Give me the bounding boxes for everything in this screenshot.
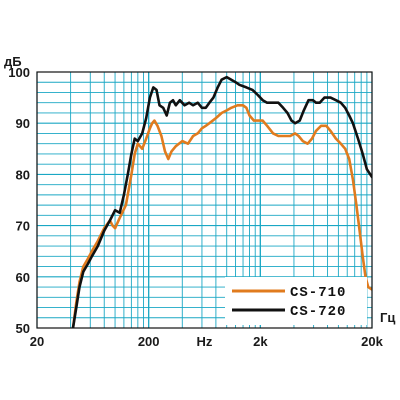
series-layer bbox=[71, 75, 372, 328]
y-tick-label: 80 bbox=[16, 167, 30, 182]
series-line-cs-720 bbox=[71, 75, 372, 328]
x-tick-label: 20k bbox=[361, 334, 383, 349]
x-tick-label: Hz bbox=[197, 334, 213, 349]
y-tick-labels: 50 60 70 80 90 100 bbox=[8, 65, 30, 336]
legend-label: CS-720 bbox=[290, 304, 346, 320]
y-tick-label: 50 bbox=[16, 321, 30, 336]
plot-frame bbox=[36, 71, 373, 329]
x-tick-label: 200 bbox=[138, 334, 160, 349]
x-tick-label: 2k bbox=[253, 334, 268, 349]
legend-label: CS-710 bbox=[290, 285, 346, 301]
series-line-cs-710 bbox=[71, 104, 372, 328]
y-tick-label: 70 bbox=[16, 219, 30, 234]
x-axis-unit-label: Гц bbox=[380, 310, 395, 325]
y-tick-label: 90 bbox=[16, 116, 30, 131]
legend: CS-710 CS-720 bbox=[225, 277, 367, 325]
x-tick-label: 20 bbox=[30, 334, 44, 349]
y-tick-label: 60 bbox=[16, 270, 30, 285]
legend-box bbox=[225, 277, 367, 325]
x-tick-labels: 20 200 Hz 2k 20k bbox=[30, 334, 384, 349]
y-tick-label: 100 bbox=[8, 65, 30, 80]
y-axis-unit-label: дБ bbox=[4, 54, 22, 69]
